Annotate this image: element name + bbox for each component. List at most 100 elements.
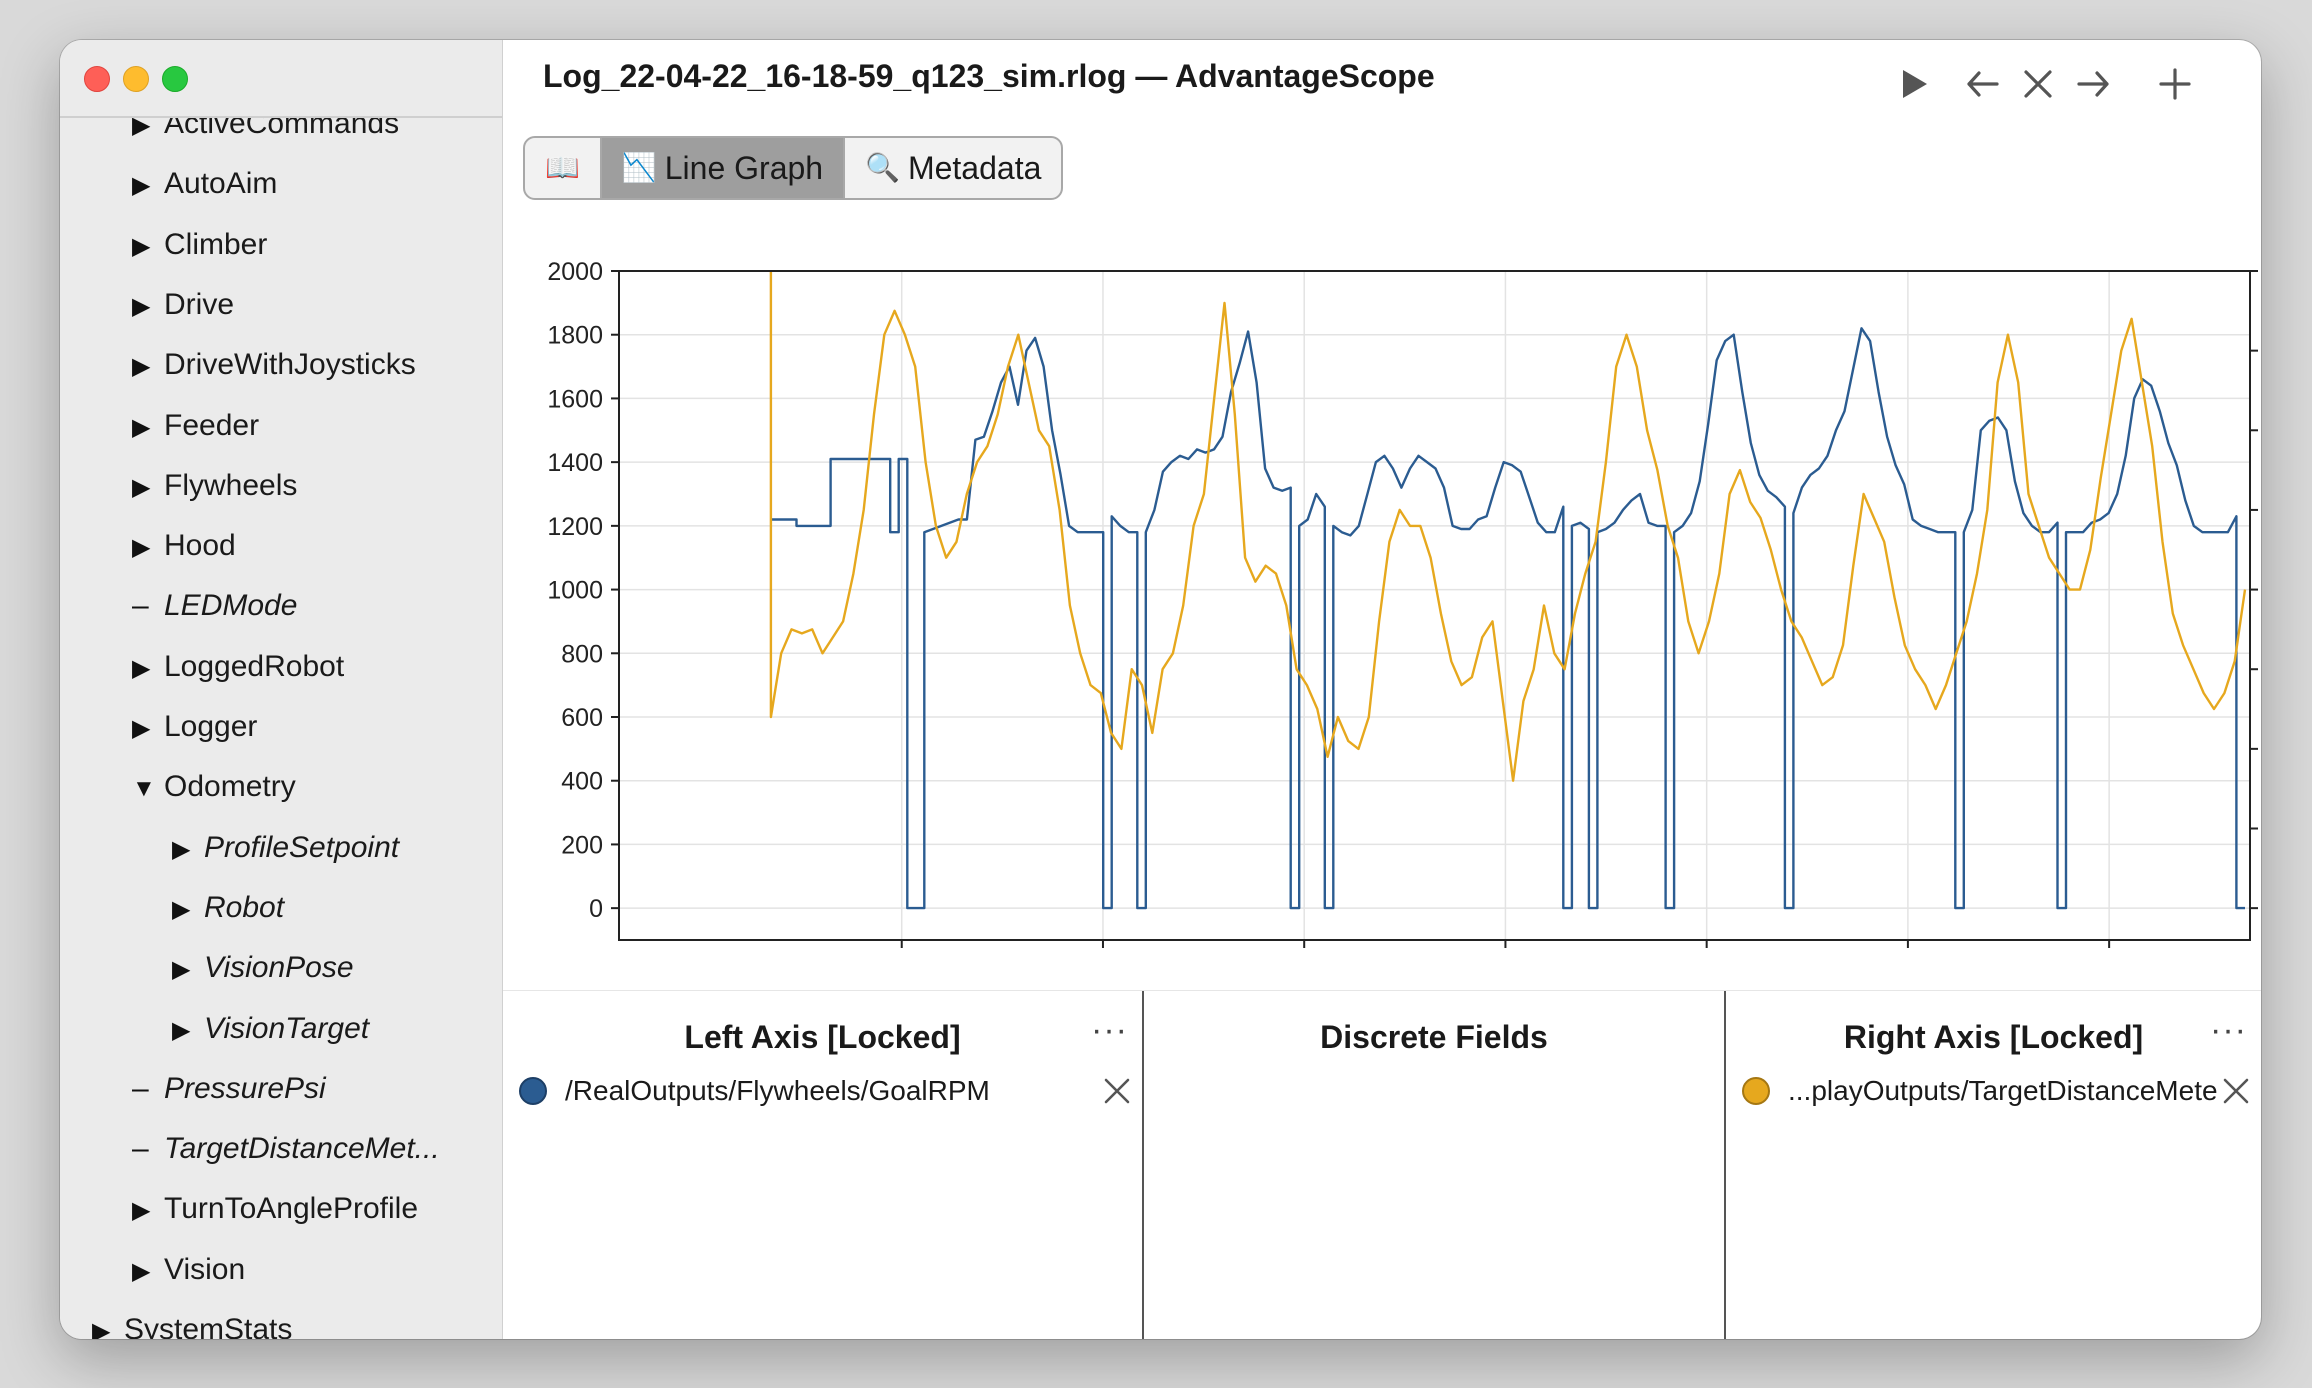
tree-item-flywheels[interactable]: ▶ Flywheels bbox=[132, 458, 492, 514]
tree-item-vision[interactable]: ▶ Vision bbox=[132, 1242, 492, 1298]
discrete-fields-panel[interactable]: Discrete Fields bbox=[1144, 991, 1726, 1339]
tree-item-label: Robot bbox=[204, 890, 285, 924]
chart-decreasing-icon: 📉 bbox=[621, 152, 657, 183]
tree-item-label: TurnToAngleProfile bbox=[164, 1192, 419, 1226]
tab-metadata-label: Metadata bbox=[907, 150, 1042, 186]
tree-item-odometry[interactable]: ▼ Odometry bbox=[132, 759, 492, 815]
tree-item-label: Hood bbox=[164, 529, 236, 563]
left-tick-label: 2000 bbox=[547, 258, 603, 286]
plot-frame bbox=[618, 270, 2251, 941]
tree-item-label: Feeder bbox=[164, 408, 260, 442]
left-tick-label: 200 bbox=[561, 831, 603, 859]
tree-item-label: Drive bbox=[164, 287, 235, 321]
series-color-swatch[interactable] bbox=[1742, 1077, 1770, 1105]
left-axis-panel[interactable]: Left Axis [Locked] ··· /RealOutputs/Flyw… bbox=[503, 991, 1144, 1339]
line-graph-svg[interactable]: 0200400600800100012001400160018002000012… bbox=[503, 210, 2261, 960]
main-area: Log_22-04-22_16-18-59_q123_sim.rlog — Ad… bbox=[503, 40, 2261, 1339]
tree-item-profilesetpoint[interactable]: ▶ ProfileSetpoint bbox=[172, 820, 492, 876]
sidebar: ▶ ActiveCommands ▶ AutoAim ▶ Climber ▶ Drive ▶ Dr… bbox=[60, 40, 503, 1339]
triangle-right-icon[interactable]: ▶ bbox=[132, 534, 151, 562]
tree-item-ledmode[interactable]: – LEDMode bbox=[132, 578, 492, 634]
left-tick-label: 800 bbox=[561, 640, 603, 668]
right-axis-field[interactable]: ...playOutputs/TargetDistanceMeters bbox=[1742, 1069, 2253, 1113]
tree-item-drive[interactable]: ▶ Drive bbox=[132, 277, 492, 333]
left-tick-label: 400 bbox=[561, 768, 603, 796]
left-tick-label: 0 bbox=[589, 895, 603, 923]
left-axis-field[interactable]: /RealOutputs/Flywheels/GoalRPM bbox=[519, 1069, 1134, 1113]
arrow-left-icon[interactable] bbox=[1961, 62, 2005, 106]
tree-item-drivewithjoysticks[interactable]: ▶ DriveWithJoysticks bbox=[132, 337, 492, 393]
tree-item-autoaim[interactable]: ▶ AutoAim bbox=[132, 156, 492, 212]
right-axis-more-icon[interactable]: ··· bbox=[2210, 1011, 2247, 1049]
zoom-window-button[interactable] bbox=[162, 66, 188, 92]
field-dash-icon[interactable]: – bbox=[132, 1071, 149, 1105]
tree-item-activecommands[interactable]: ▶ ActiveCommands bbox=[132, 118, 492, 152]
tree-item-pressurepsi[interactable]: – PressurePsi bbox=[132, 1061, 492, 1117]
field-dash-icon[interactable]: – bbox=[132, 1132, 149, 1166]
close-window-button[interactable] bbox=[84, 66, 110, 92]
triangle-right-icon[interactable]: ▶ bbox=[132, 353, 151, 381]
triangle-right-icon[interactable]: ▶ bbox=[132, 715, 151, 742]
triangle-right-icon[interactable]: ▶ bbox=[132, 232, 151, 260]
tree-item-targetdistancemet[interactable]: – TargetDistanceMet... bbox=[132, 1121, 492, 1177]
play-icon[interactable] bbox=[1891, 62, 1935, 106]
tab-docs[interactable]: 📖 bbox=[525, 138, 602, 198]
axis-panels: Left Axis [Locked] ··· /RealOutputs/Flyw… bbox=[503, 990, 2261, 1339]
tree-item-label: SystemStats bbox=[124, 1313, 293, 1339]
window-title: Log_22-04-22_16-18-59_q123_sim.rlog — Ad… bbox=[543, 58, 1435, 94]
tab-line-graph[interactable]: 📉 Line Graph bbox=[601, 138, 846, 198]
tab-metadata[interactable]: 🔍 Metadata bbox=[845, 138, 1061, 198]
close-icon[interactable] bbox=[2016, 62, 2060, 106]
book-icon: 📖 bbox=[545, 152, 580, 183]
triangle-down-icon[interactable]: ▼ bbox=[132, 775, 156, 803]
tree-item-label: LEDMode bbox=[164, 589, 298, 623]
triangle-right-icon[interactable]: ▶ bbox=[172, 956, 191, 984]
tree-item-visiontarget[interactable]: ▶ VisionTarget bbox=[172, 1001, 492, 1057]
triangle-right-icon[interactable]: ▶ bbox=[132, 413, 151, 441]
left-tick-label: 600 bbox=[561, 704, 603, 732]
sidebar-divider bbox=[60, 116, 502, 118]
app-window: ▶ ActiveCommands ▶ AutoAim ▶ Climber ▶ Drive ▶ Dr… bbox=[60, 40, 2261, 1339]
field-dash-icon[interactable]: – bbox=[132, 589, 149, 623]
plot-background bbox=[619, 271, 2250, 940]
triangle-right-icon[interactable]: ▶ bbox=[132, 654, 151, 682]
tree-item-label: Flywheels bbox=[164, 468, 298, 502]
plus-icon[interactable] bbox=[2153, 62, 2197, 106]
tree-item-label: Logger bbox=[164, 710, 258, 743]
triangle-right-icon[interactable]: ▶ bbox=[132, 1257, 151, 1285]
remove-field-icon[interactable] bbox=[2219, 1074, 2253, 1108]
tree-item-visionpose[interactable]: ▶ VisionPose bbox=[172, 940, 492, 996]
triangle-right-icon[interactable]: ▶ bbox=[132, 292, 151, 320]
tree-item-logger[interactable]: ▶ Logger bbox=[132, 699, 492, 755]
tree-item-turntoangleprofile[interactable]: ▶ TurnToAngleProfile bbox=[132, 1181, 492, 1237]
series-line bbox=[769, 271, 2247, 782]
triangle-right-icon[interactable]: ▶ bbox=[92, 1318, 111, 1339]
tree-item-loggedrobot[interactable]: ▶ LoggedRobot bbox=[132, 639, 492, 695]
series-color-swatch[interactable] bbox=[519, 1077, 547, 1105]
tree-item-label: VisionPose bbox=[204, 951, 354, 985]
tree-item-feeder[interactable]: ▶ Feeder bbox=[132, 398, 492, 454]
tree-item-label: PressurePsi bbox=[164, 1071, 326, 1105]
magnifier-icon: 🔍 bbox=[865, 152, 900, 183]
triangle-right-icon[interactable]: ▶ bbox=[172, 1016, 191, 1044]
tree-item-label: ActiveCommands bbox=[164, 118, 400, 140]
line-graph[interactable]: 0200400600800100012001400160018002000012… bbox=[503, 210, 2261, 960]
left-tick-label: 1200 bbox=[547, 513, 603, 541]
arrow-right-icon[interactable] bbox=[2071, 62, 2115, 106]
triangle-right-icon[interactable]: ▶ bbox=[132, 118, 151, 139]
remove-field-icon[interactable] bbox=[1100, 1074, 1134, 1108]
triangle-right-icon[interactable]: ▶ bbox=[132, 473, 151, 501]
triangle-right-icon[interactable]: ▶ bbox=[172, 895, 191, 923]
left-tick-label: 1600 bbox=[547, 385, 603, 413]
right-axis-panel[interactable]: Right Axis [Locked] ··· ...playOutputs/T… bbox=[1726, 991, 2261, 1339]
triangle-right-icon[interactable]: ▶ bbox=[132, 172, 151, 200]
tree-item-systemstats[interactable]: ▶ SystemStats bbox=[92, 1302, 492, 1339]
tree-item-climber[interactable]: ▶ Climber bbox=[132, 217, 492, 273]
left-axis-more-icon[interactable]: ··· bbox=[1091, 1011, 1128, 1049]
tree-item-robot[interactable]: ▶ Robot bbox=[172, 880, 492, 936]
field-tree: ▶ ActiveCommands ▶ AutoAim ▶ Climber ▶ Drive ▶ Dr… bbox=[60, 118, 502, 1339]
tree-item-hood[interactable]: ▶ Hood bbox=[132, 518, 492, 574]
triangle-right-icon[interactable]: ▶ bbox=[132, 1197, 151, 1225]
minimize-window-button[interactable] bbox=[123, 66, 149, 92]
triangle-right-icon[interactable]: ▶ bbox=[172, 835, 191, 863]
